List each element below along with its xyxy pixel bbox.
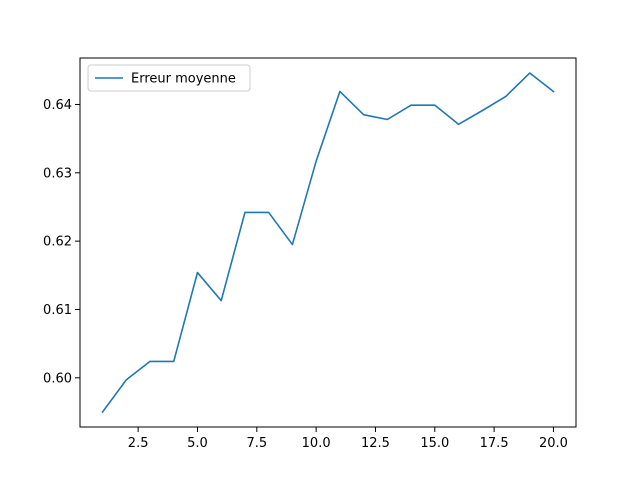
plot-area (80, 58, 576, 427)
legend-box (87, 64, 251, 92)
x-tick-label: 7.5 (246, 436, 267, 451)
x-tick-label: 2.5 (128, 436, 149, 451)
y-tick-label: 0.61 (43, 303, 72, 318)
x-tick-label: 20.0 (539, 436, 568, 451)
plot-background (80, 58, 576, 427)
y-tick-label: 0.62 (43, 235, 72, 250)
x-tick-label: 12.5 (361, 436, 390, 451)
x-tick-label: 17.5 (480, 436, 509, 451)
x-tick-label: 15.0 (420, 436, 449, 451)
series-line (101, 72, 555, 414)
x-axis: 2.5 5.0 7.5 10.0 12.5 15.0 17.5 20.0 (128, 427, 568, 451)
legend-label: Erreur moyenne (131, 72, 236, 87)
axes-frame (79, 57, 577, 428)
y-tick-label: 0.63 (43, 166, 72, 181)
y-axis: 0.60 0.61 0.62 0.63 0.64 (43, 98, 80, 386)
x-tick-label: 10.0 (302, 436, 331, 451)
y-tick-label: 0.60 (43, 371, 72, 386)
series-layer (101, 72, 555, 414)
legend: Erreur moyenne (87, 64, 251, 92)
y-tick-label: 0.64 (43, 98, 72, 113)
x-tick-label: 5.0 (187, 436, 208, 451)
